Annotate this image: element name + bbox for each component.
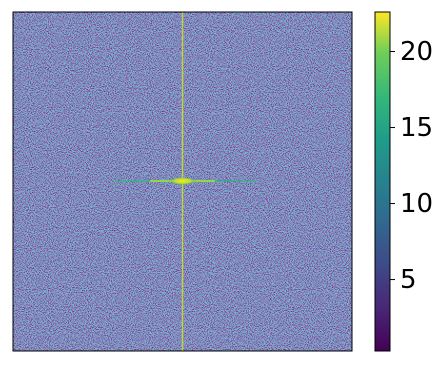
colorbar [374,11,391,352]
image-frame [12,11,353,352]
center-peak [168,177,197,185]
colorbar-tick-label: 10 [400,189,433,219]
heatmap-image [12,11,353,352]
colorbar-tick-label: 5 [400,265,417,295]
colorbar-tick-label: 20 [400,37,433,67]
colorbar-tick-label: 15 [400,113,433,143]
